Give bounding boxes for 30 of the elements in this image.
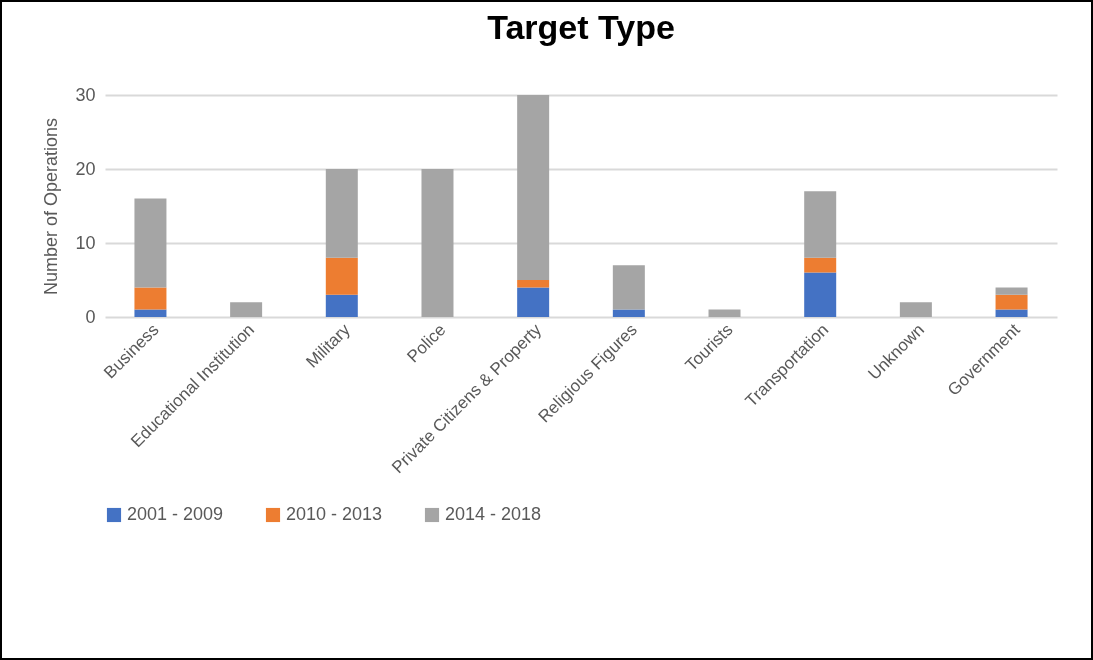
bar (995, 309, 1028, 317)
bar (995, 294, 1028, 310)
legend-label: 2010 - 2013 (286, 504, 383, 524)
bar (708, 309, 741, 317)
y-axis-title: Number of Operations (41, 117, 62, 296)
bar (899, 302, 932, 317)
bar (804, 257, 837, 273)
bar (421, 169, 454, 317)
y-tick-label: 0 (85, 306, 96, 327)
bar (517, 95, 550, 280)
y-tick-label: 20 (75, 158, 96, 179)
bar (134, 198, 167, 288)
bar (134, 287, 167, 310)
bar (612, 309, 645, 317)
chart-title: Target Type (487, 8, 675, 46)
bar (134, 309, 167, 317)
legend-label: 2014 - 2018 (445, 504, 542, 524)
bar (325, 257, 358, 295)
bar (325, 169, 358, 258)
y-tick-label: 30 (75, 84, 96, 105)
bar (804, 191, 837, 258)
bar (517, 280, 550, 288)
bar (230, 302, 263, 317)
bar (517, 287, 550, 317)
bar (804, 272, 837, 317)
legend-label: 2001 - 2009 (127, 504, 224, 524)
y-tick-label: 10 (75, 232, 96, 253)
bar (325, 294, 358, 317)
bar (612, 265, 645, 310)
bar (995, 287, 1028, 295)
